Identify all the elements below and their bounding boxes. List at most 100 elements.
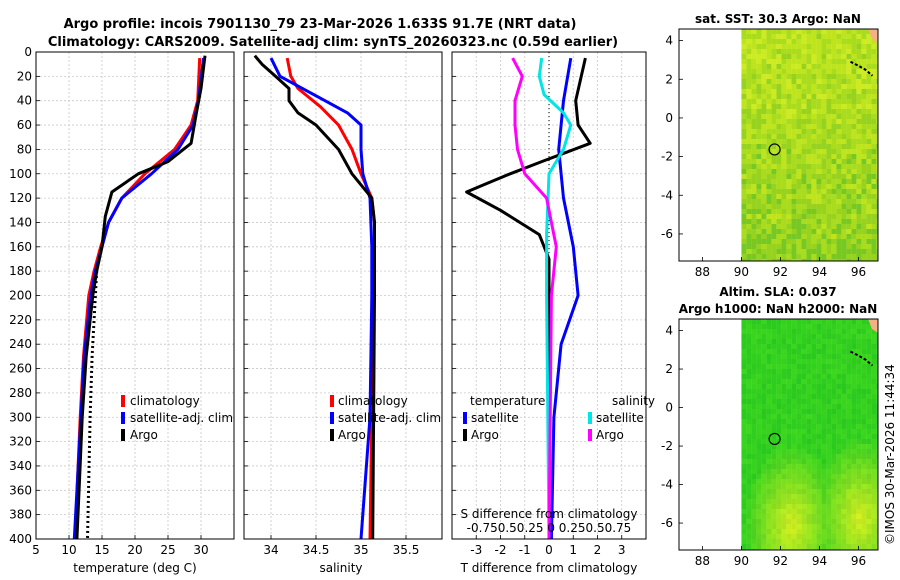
- map-cell: [741, 514, 747, 519]
- map-cell: [791, 444, 797, 449]
- map-cell: [796, 369, 802, 374]
- map-cell: [776, 509, 782, 514]
- map-cell: [811, 84, 817, 89]
- map-cell: [761, 444, 767, 449]
- map-cell: [801, 409, 807, 414]
- map-cell: [796, 449, 802, 454]
- map-cell: [861, 54, 867, 59]
- map-cell: [856, 49, 862, 54]
- map-cell: [766, 329, 772, 334]
- map-cell: [866, 119, 872, 124]
- map-cell: [831, 109, 837, 114]
- map-cell: [741, 214, 747, 219]
- map-cell: [806, 144, 812, 149]
- map-cell: [741, 129, 747, 134]
- map-cell: [746, 429, 752, 434]
- map-cell: [831, 144, 837, 149]
- map-cell: [836, 209, 842, 214]
- map-cell: [756, 214, 762, 219]
- map-cell: [866, 389, 872, 394]
- map-cell: [856, 409, 862, 414]
- map-cell: [846, 209, 852, 214]
- map-cell: [786, 154, 792, 159]
- map-cell: [746, 134, 752, 139]
- map-cell: [821, 544, 827, 549]
- map-cell: [846, 324, 852, 329]
- map-cell: [841, 134, 847, 139]
- map-cell: [826, 159, 832, 164]
- map-cell: [771, 529, 777, 534]
- map-cell: [861, 174, 867, 179]
- map-cell: [871, 89, 877, 94]
- map-cell: [806, 419, 812, 424]
- map-cell: [791, 149, 797, 154]
- map-cell: [801, 54, 807, 59]
- depth-tick-label: 400: [9, 532, 32, 546]
- map-cell: [776, 414, 782, 419]
- map-cell: [871, 414, 877, 419]
- map-cell: [871, 184, 877, 189]
- map-cell: [846, 399, 852, 404]
- map-cell: [796, 234, 802, 239]
- map-cell: [741, 394, 747, 399]
- map-cell: [751, 109, 757, 114]
- map-cell: [841, 159, 847, 164]
- map-cell: [846, 99, 852, 104]
- map-cell: [816, 499, 822, 504]
- map-cell: [771, 69, 777, 74]
- map-cell: [866, 469, 872, 474]
- map-cell: [741, 499, 747, 504]
- map-cell: [786, 424, 792, 429]
- map-cell: [766, 514, 772, 519]
- map-cell: [866, 189, 872, 194]
- map-cell: [766, 204, 772, 209]
- map-cell: [781, 529, 787, 534]
- map-cell: [796, 109, 802, 114]
- map-cell: [831, 409, 837, 414]
- map-cell: [766, 529, 772, 534]
- map-cell: [781, 179, 787, 184]
- map-cell: [836, 494, 842, 499]
- map-cell: [796, 89, 802, 94]
- map-cell: [816, 344, 822, 349]
- map-cell: [811, 159, 817, 164]
- map-cell: [846, 439, 852, 444]
- map-cell: [851, 119, 857, 124]
- map-cell: [846, 449, 852, 454]
- map-cell: [776, 119, 782, 124]
- map-cell: [756, 149, 762, 154]
- map-cell: [776, 354, 782, 359]
- map-cell: [796, 204, 802, 209]
- map-cell: [796, 84, 802, 89]
- map-cell: [796, 224, 802, 229]
- map-cell: [831, 369, 837, 374]
- map-cell: [761, 164, 767, 169]
- sst-map-title: sat. SST: 30.3 Argo: NaN: [695, 12, 861, 26]
- map-cell: [791, 194, 797, 199]
- map-cell: [876, 139, 878, 144]
- map-cell: [801, 179, 807, 184]
- map-cell: [851, 94, 857, 99]
- map-cell: [766, 374, 772, 379]
- map-cell: [806, 474, 812, 479]
- map-cell: [771, 179, 777, 184]
- map-cell: [801, 189, 807, 194]
- map-cell: [771, 494, 777, 499]
- map-cell: [851, 539, 857, 544]
- map-cell: [836, 119, 842, 124]
- legend-argo-label: Argo: [130, 428, 158, 442]
- map-cell: [836, 354, 842, 359]
- map-cell: [786, 439, 792, 444]
- map-cell: [866, 239, 872, 244]
- map-cell: [766, 69, 772, 74]
- map-cell: [766, 364, 772, 369]
- map-cell: [811, 59, 817, 64]
- map-cell: [776, 409, 782, 414]
- argo-line: [253, 54, 376, 540]
- map-cell: [746, 504, 752, 509]
- map-cell: [791, 534, 797, 539]
- map-cell: [811, 384, 817, 389]
- map-cell: [796, 44, 802, 49]
- map-cell: [806, 64, 812, 69]
- map-cell: [766, 34, 772, 39]
